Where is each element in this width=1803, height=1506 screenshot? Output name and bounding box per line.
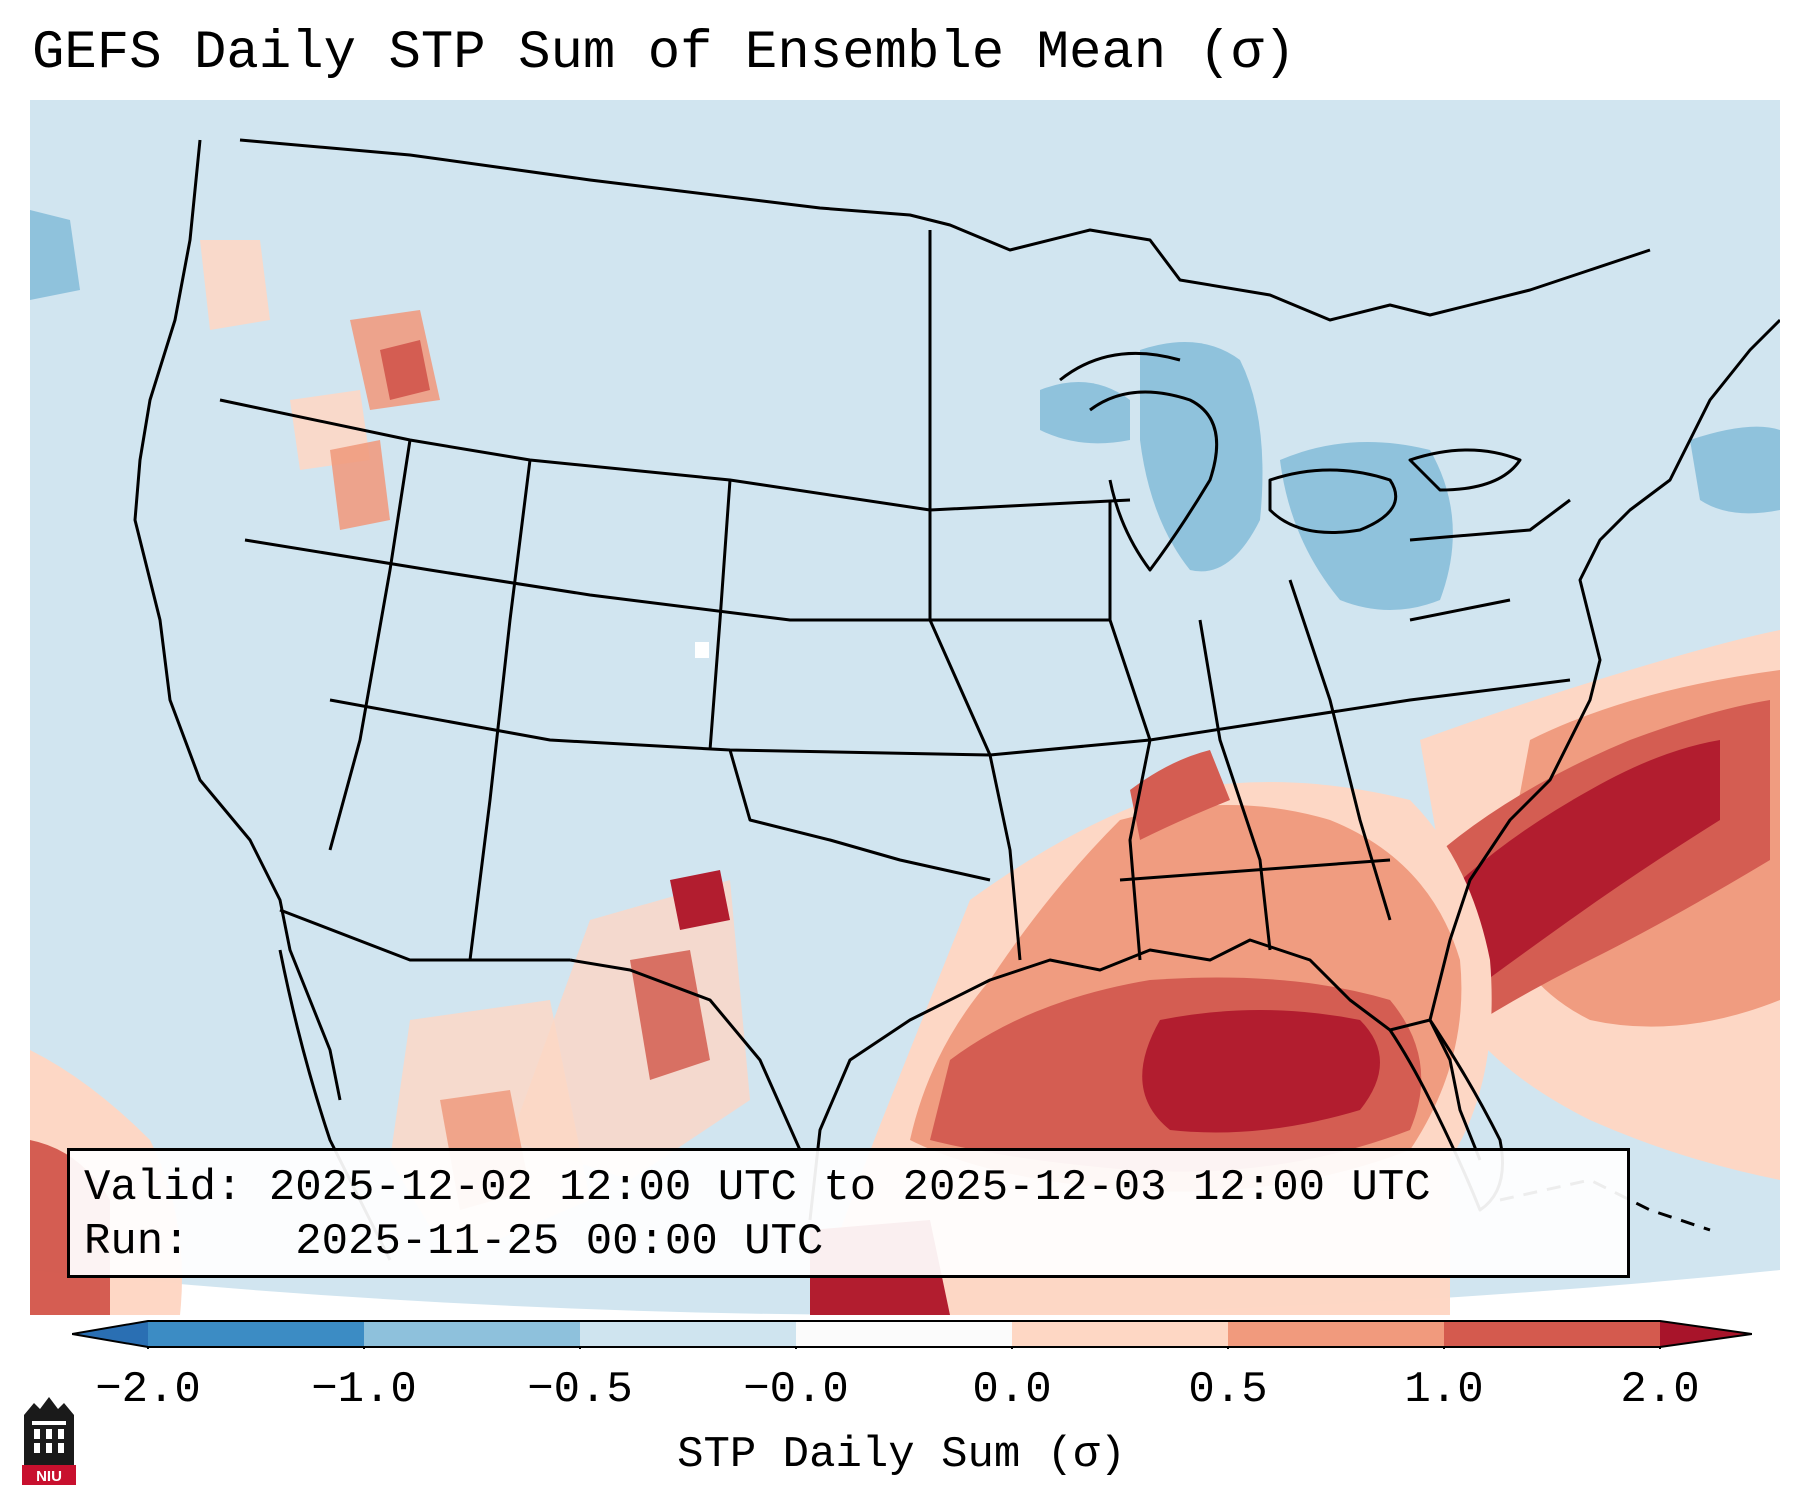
anomaly-atlantic-max	[1440, 740, 1720, 1000]
colorbar-tick-label: −1.0	[311, 1365, 417, 1415]
anomaly-colorado-white	[695, 642, 709, 658]
chart-title: GEFS Daily STP Sum of Ensemble Mean (σ)	[32, 23, 1296, 84]
coast-gulf	[808, 938, 1482, 1221]
anomaly-tennessee	[1130, 750, 1230, 840]
anomaly-gulf-max	[1142, 1010, 1380, 1133]
state-line-9	[1198, 619, 1272, 951]
state-line-2	[244, 538, 1110, 622]
colorbar-tick-label: 1.0	[1404, 1365, 1484, 1415]
anomaly-texas-strong	[630, 950, 710, 1080]
colorbar-seg-5	[1012, 1321, 1228, 1347]
colorbar	[72, 1320, 1752, 1349]
state-line-6	[708, 479, 732, 751]
valid-value: 2025-12-02 12:00 UTC to 2025-12-03 12:00…	[268, 1163, 1431, 1213]
state-line-12	[1119, 858, 1391, 882]
run-value: 2025-11-25 00:00 UTC	[295, 1217, 824, 1267]
map-svg	[30, 100, 1780, 1315]
colorbar-tick-label: 2.0	[1620, 1365, 1700, 1415]
lake-superior	[1059, 351, 1181, 382]
coast-west	[133, 139, 342, 1101]
anomaly-pnw-1	[200, 240, 270, 330]
colorbar-seg-7	[1444, 1321, 1660, 1347]
niu-logo-icon: NIU	[22, 1397, 76, 1485]
state-line-7	[928, 230, 1022, 961]
anomaly-greatlakes-2	[1040, 382, 1130, 444]
state-line-11	[728, 749, 991, 882]
anomaly-texas-max	[670, 870, 730, 930]
colorbar-tick-label: −2.0	[95, 1365, 201, 1415]
state-line-13	[1409, 498, 1571, 542]
colorbar-seg-3	[580, 1321, 796, 1347]
valid-label: Valid:	[84, 1163, 243, 1213]
colorbar-ticks	[147, 1347, 1661, 1349]
colorbar-extend-low	[72, 1321, 148, 1347]
anomaly-atlantic-neg	[1690, 426, 1780, 514]
map-panel	[30, 100, 1780, 1315]
anomaly-pnw-3	[380, 340, 430, 400]
lake-ontario	[1408, 448, 1522, 492]
info-box: Valid: 2025-12-02 12:00 UTC to 2025-12-0…	[67, 1148, 1630, 1278]
colorbar-tick-label: −0.5	[527, 1365, 633, 1415]
lake-erie	[1268, 468, 1398, 534]
colorbar-seg-4	[796, 1321, 1012, 1347]
logo-text: NIU	[36, 1468, 62, 1485]
border-canada	[239, 138, 1651, 322]
anomaly-greatlakes-1	[1140, 342, 1263, 572]
colorbar-tick-label: 0.0	[972, 1365, 1052, 1415]
state-line-5	[468, 459, 532, 961]
anomaly-pacific-neg	[30, 210, 80, 300]
colorbar-seg-6	[1228, 1321, 1444, 1347]
lake-michigan	[1089, 390, 1219, 572]
colorbar-extend-high	[1660, 1321, 1752, 1347]
anomaly-pnw-5	[330, 440, 390, 530]
state-line-14	[1409, 598, 1511, 622]
colorbar-tick-label: −0.0	[743, 1365, 849, 1415]
border-mexico-west	[279, 908, 570, 962]
coast-east	[1428, 318, 1780, 1021]
colorbar-tick-label: 0.5	[1188, 1365, 1268, 1415]
state-line-10	[1288, 579, 1392, 921]
valid-line: Valid: 2025-12-02 12:00 UTC to 2025-12-0…	[84, 1161, 1613, 1215]
colorbar-seg-2	[364, 1321, 580, 1347]
run-line: Run: 2025-11-25 00:00 UTC	[84, 1215, 1613, 1269]
colorbar-seg-1	[148, 1321, 364, 1347]
run-label: Run:	[84, 1217, 190, 1267]
state-line-4	[328, 439, 412, 851]
colorbar-label: STP Daily Sum (σ)	[677, 1430, 1126, 1480]
state-line-1	[219, 398, 1131, 512]
state-borders	[133, 138, 1780, 1261]
border-mexico-rio	[569, 958, 802, 1151]
